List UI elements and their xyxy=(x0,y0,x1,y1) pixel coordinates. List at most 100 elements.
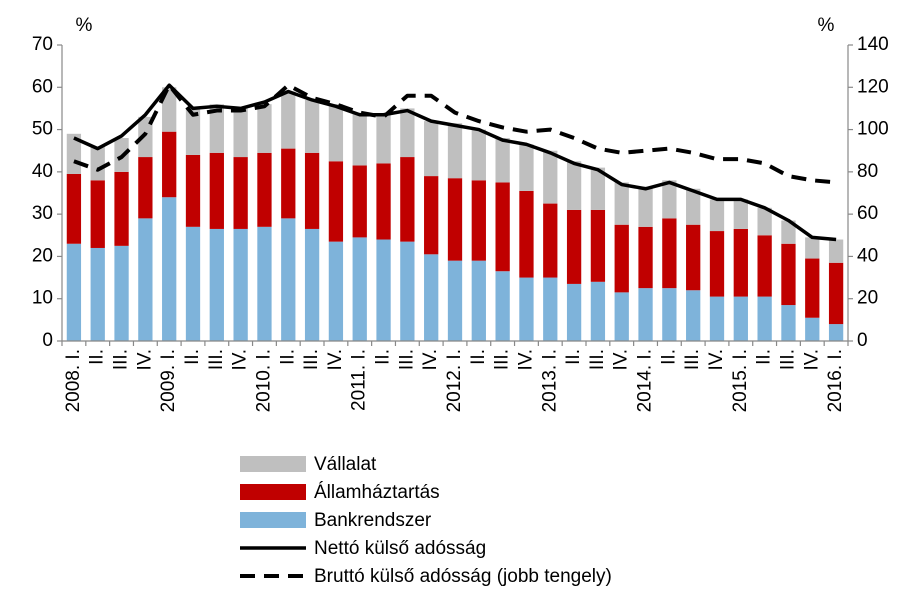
y2-unit: % xyxy=(818,15,835,36)
bar xyxy=(328,161,344,242)
bar xyxy=(733,296,748,341)
y2-tick-label: 120 xyxy=(857,76,889,97)
bar xyxy=(447,123,463,179)
bar xyxy=(781,305,796,341)
x-tick-label: 2011. I. xyxy=(349,349,370,411)
y-unit: % xyxy=(76,15,93,36)
bar xyxy=(90,180,105,248)
bar xyxy=(376,114,391,164)
bar xyxy=(185,154,201,227)
bar xyxy=(424,254,439,341)
bar xyxy=(376,239,391,341)
bar xyxy=(614,182,629,225)
bar xyxy=(757,235,772,297)
bar xyxy=(686,224,701,291)
y2-tick-label: 40 xyxy=(857,245,878,266)
bar xyxy=(828,239,844,263)
bar xyxy=(543,277,558,341)
bar xyxy=(733,199,748,229)
bar xyxy=(471,180,486,261)
y2-tick-label: 60 xyxy=(857,203,878,224)
bar xyxy=(590,281,606,341)
bar xyxy=(495,182,510,272)
bar xyxy=(447,260,463,341)
bar xyxy=(66,243,82,341)
x-tick-label: II. xyxy=(373,349,394,365)
bar xyxy=(281,218,296,341)
x-tick-label: 2008. I. xyxy=(63,349,84,412)
legend-swatch xyxy=(240,456,306,472)
x-tick-label: IV. xyxy=(515,349,536,371)
y-tick-label: 10 xyxy=(32,288,53,309)
bar xyxy=(185,108,201,155)
bar xyxy=(638,186,653,227)
y-tick-label: 40 xyxy=(32,161,53,182)
bar xyxy=(114,245,129,341)
bar xyxy=(376,163,391,240)
x-tick-label: III. xyxy=(682,349,703,370)
bar xyxy=(90,247,105,341)
y-tick-label: 20 xyxy=(32,245,53,266)
bar xyxy=(638,288,653,341)
x-tick-label: III. xyxy=(301,349,322,370)
legend-label: Bruttó külső adósság (jobb tengely) xyxy=(314,566,612,587)
bar xyxy=(662,288,677,341)
legend-label: Nettó külső adósság xyxy=(314,538,486,559)
bar xyxy=(257,152,272,227)
bar xyxy=(662,180,677,219)
x-tick-label: II. xyxy=(658,349,679,365)
bar xyxy=(828,324,844,341)
y2-tick-label: 20 xyxy=(857,288,878,309)
bar xyxy=(257,104,272,153)
bar xyxy=(209,104,224,153)
x-tick-label: III. xyxy=(396,349,417,370)
bar xyxy=(733,228,748,297)
x-tick-label: 2012. I. xyxy=(444,349,465,412)
y2-tick-label: 140 xyxy=(857,34,889,55)
bar xyxy=(447,178,463,261)
x-tick-label: IV. xyxy=(325,349,346,371)
bar xyxy=(614,224,629,293)
x-tick-label: 2013. I. xyxy=(539,349,560,412)
bar xyxy=(614,292,629,341)
bar xyxy=(114,171,129,246)
x-tick-label: IV. xyxy=(706,349,727,371)
y-tick-label: 60 xyxy=(32,76,53,97)
x-tick-label: III. xyxy=(777,349,798,370)
x-tick-label: IV. xyxy=(230,349,251,371)
bar xyxy=(138,116,153,158)
x-tick-label: 2010. I. xyxy=(253,349,274,412)
bar xyxy=(138,218,153,341)
bar xyxy=(162,87,177,132)
bar xyxy=(519,144,534,191)
bar xyxy=(424,121,439,177)
bar xyxy=(90,146,105,181)
bar xyxy=(495,271,510,341)
x-tick-label: II. xyxy=(754,349,775,365)
bar xyxy=(304,99,320,153)
y2-tick-label: 0 xyxy=(857,330,868,351)
y-tick-label: 70 xyxy=(32,34,53,55)
bar xyxy=(590,209,606,282)
bar xyxy=(233,228,248,341)
x-tick-label: III. xyxy=(206,349,227,370)
y-tick-label: 30 xyxy=(32,203,53,224)
bar xyxy=(424,176,439,255)
bar xyxy=(352,237,367,341)
line xyxy=(73,83,837,185)
bar xyxy=(638,226,653,289)
bar xyxy=(781,220,796,244)
x-tick-label: IV. xyxy=(134,349,155,371)
bar xyxy=(233,157,248,229)
bar xyxy=(709,199,725,232)
bar xyxy=(162,197,177,341)
x-tick-label: III. xyxy=(111,349,132,370)
bar xyxy=(400,241,415,341)
legend-label: Államháztartás xyxy=(314,482,440,503)
bar xyxy=(543,150,558,204)
bar xyxy=(471,260,486,341)
bar xyxy=(519,190,534,278)
x-tick-label: 2016. I. xyxy=(825,349,846,412)
line xyxy=(73,83,837,242)
